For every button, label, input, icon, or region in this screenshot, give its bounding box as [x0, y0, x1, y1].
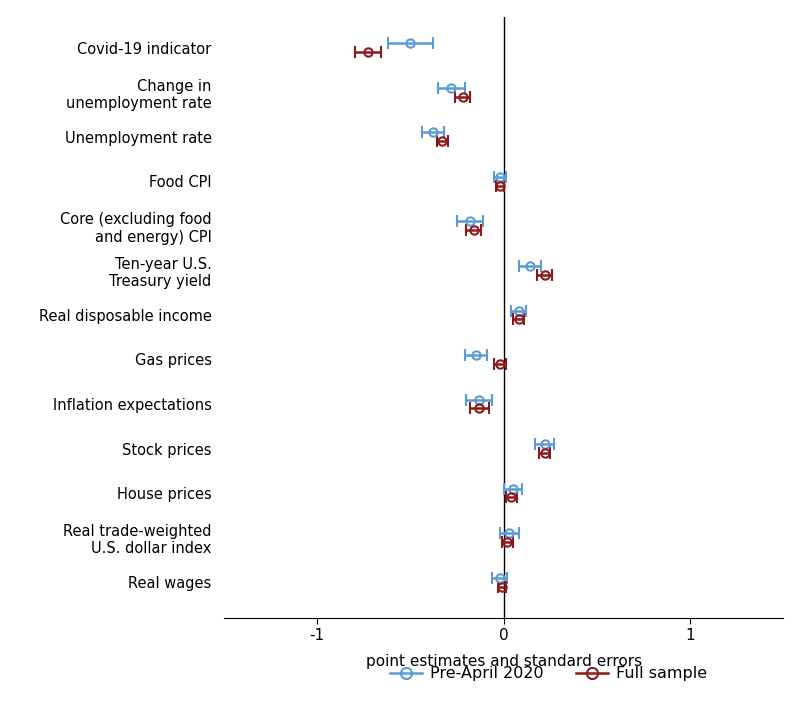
- Legend: Pre-April 2020, Full sample: Pre-April 2020, Full sample: [384, 660, 713, 688]
- X-axis label: point estimates and standard errors: point estimates and standard errors: [366, 654, 642, 670]
